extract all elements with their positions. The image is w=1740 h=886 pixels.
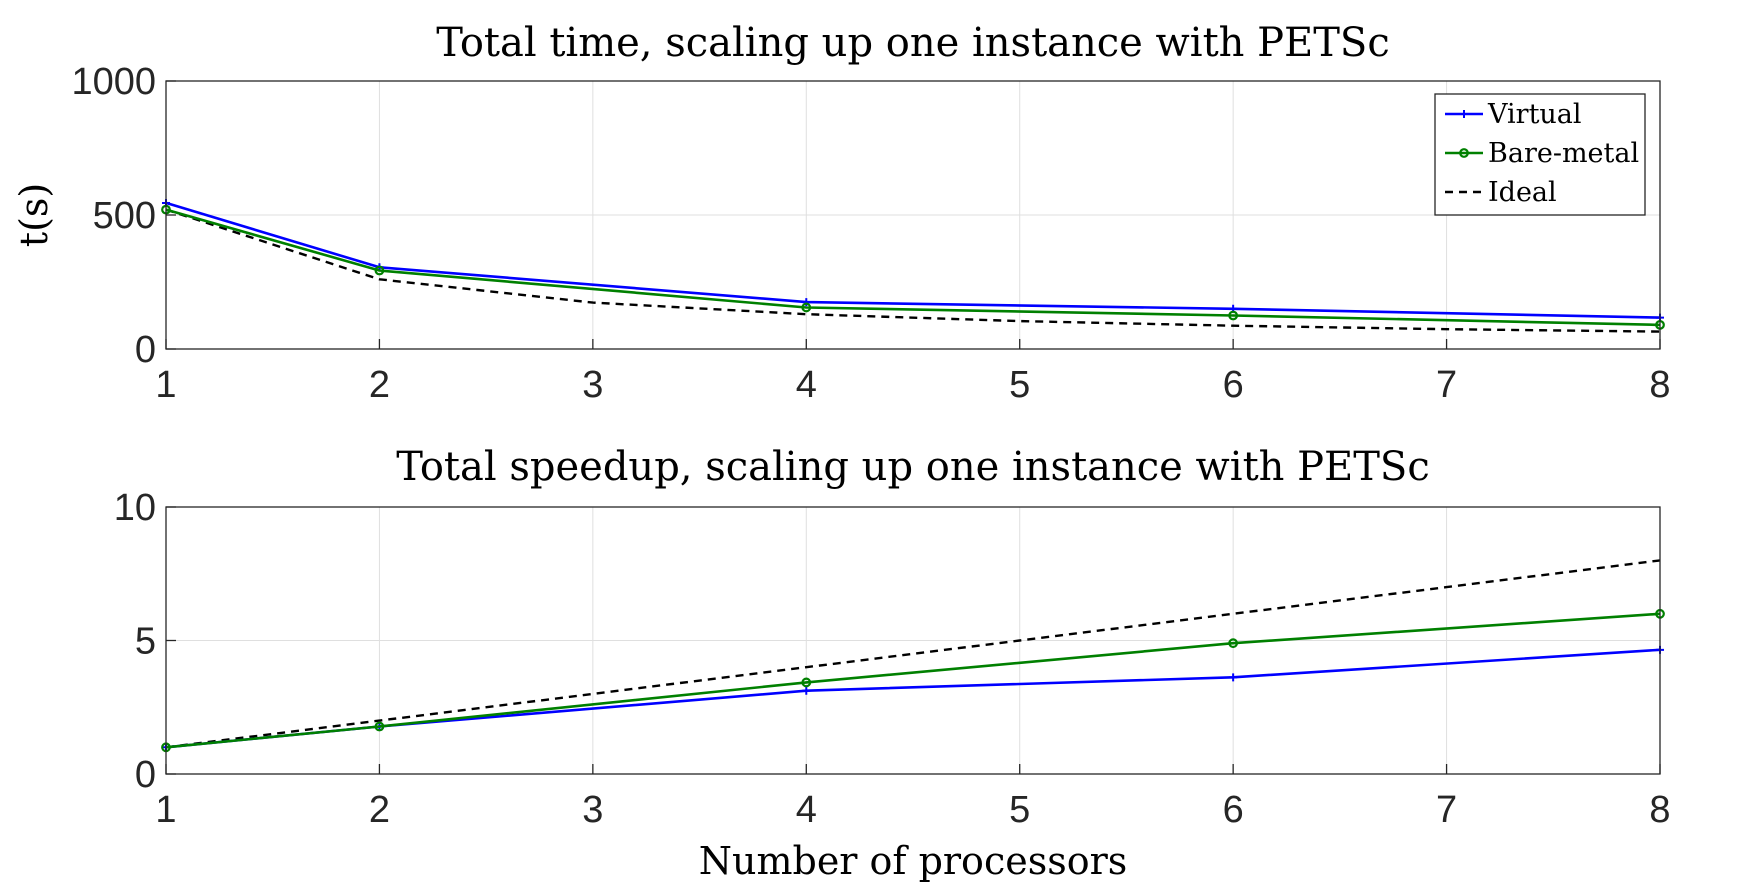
speedup-y-tick-label: 5 (135, 621, 156, 663)
legend-item-ideal: Ideal (1445, 177, 1557, 208)
speedup-x-tick-label: 8 (1649, 789, 1670, 831)
speedup-plus-marker-0 (802, 686, 811, 695)
legend-label-virtual: Virtual (1487, 99, 1582, 130)
legend-item-virtual: Virtual (1445, 99, 1582, 130)
speedup-x-tick-label: 1 (155, 789, 176, 831)
legend: Virtual Bare-metal Ideal (1434, 93, 1646, 216)
legend-plus-marker-icon (1460, 110, 1468, 118)
legend-item-bare-metal: Bare-metal (1445, 138, 1639, 169)
time-x-tick-label: 7 (1436, 364, 1457, 406)
speedup-y-tick-label: 0 (135, 754, 156, 796)
speedup-panel: Total speedup, scaling up one instance w… (114, 444, 1671, 883)
speedup-x-tick-label: 5 (1009, 789, 1030, 831)
legend-label-ideal: Ideal (1488, 177, 1557, 208)
speedup-circle-marker-1 (801, 677, 812, 688)
time-x-tick-label: 4 (796, 364, 817, 406)
speedup-circle-marker-1 (1228, 638, 1239, 649)
speedup-y-tick-label: 10 (114, 487, 156, 529)
time-x-tick-label: 2 (369, 364, 390, 406)
speedup-grid (166, 507, 1660, 774)
time-series-line-1 (165, 208, 1661, 327)
time-plus-marker-0 (802, 298, 811, 307)
speedup-x-tick-label: 2 (369, 789, 390, 831)
time-circle-marker-1 (1228, 310, 1239, 321)
speedup-x-tick-label: 3 (582, 789, 603, 831)
time-y-tick-label: 1000 (71, 61, 156, 103)
speedup-x-tick-label: 4 (796, 789, 817, 831)
time-circle-marker-1 (374, 265, 385, 276)
time-y-axis-label: t(s) (12, 183, 56, 247)
time-panel: Total time, scaling up one instance with… (12, 20, 1671, 406)
time-x-tick-label: 1 (155, 364, 176, 406)
speedup-x-tick-label: 7 (1436, 789, 1457, 831)
time-x-tick-label: 6 (1223, 364, 1244, 406)
time-y-tick-label: 0 (135, 329, 156, 371)
legend-label-bare-metal: Bare-metal (1488, 138, 1639, 169)
time-x-tick-label: 5 (1009, 364, 1030, 406)
speedup-x-tick-label: 6 (1223, 789, 1244, 831)
time-x-tick-label: 8 (1649, 364, 1670, 406)
speedup-plus-marker-0 (1229, 673, 1238, 682)
speedup-x-axis-label: Number of processors (699, 839, 1128, 883)
speedup-tick-labels: 1 2 3 4 5 6 7 8 0 5 10 (114, 487, 1671, 831)
speedup-series-line-1 (165, 612, 1661, 749)
speedup-circle-marker-1 (374, 721, 385, 732)
time-tick-labels: 1 2 3 4 5 6 7 8 0 500 1000 (71, 61, 1670, 406)
time-circle-marker-1 (801, 302, 812, 313)
time-x-tick-label: 3 (582, 364, 603, 406)
time-chart-title: Total time, scaling up one instance with… (436, 20, 1389, 66)
legend-circle-marker-icon (1459, 148, 1469, 158)
time-y-tick-label: 500 (93, 195, 156, 237)
speedup-chart-title: Total speedup, scaling up one instance w… (396, 444, 1429, 490)
time-series-line-2 (165, 208, 1661, 333)
